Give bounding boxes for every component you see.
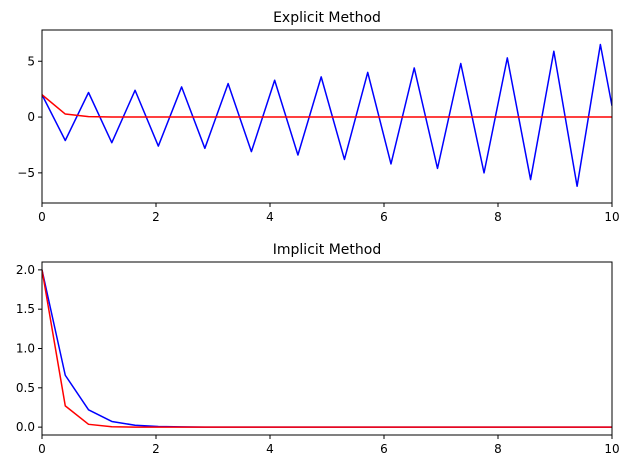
- implicit-x-tick-label: 0: [38, 442, 46, 456]
- explicit-y-tick-label: 5: [27, 54, 35, 68]
- explicit-x-tick-label: 0: [38, 210, 46, 224]
- explicit-y-tick-label: 0: [27, 110, 35, 124]
- explicit-x-tick-label: 4: [266, 210, 274, 224]
- explicit-series-red-line: [42, 94, 612, 118]
- implicit-series-blue-line: [42, 269, 612, 428]
- explicit-y-tick-label: −5: [17, 166, 35, 180]
- implicit-x-tick-label: 6: [380, 442, 388, 456]
- explicit-x-tick-label: 2: [152, 210, 160, 224]
- implicit-x-tick-label: 8: [494, 442, 502, 456]
- implicit-x-tick-label: 10: [604, 442, 619, 456]
- implicit-y-tick-label: 2.0: [16, 263, 35, 277]
- explicit-x-tick-label: 10: [604, 210, 619, 224]
- implicit-y-tick-label: 1.5: [16, 302, 35, 316]
- implicit-series-red-line: [42, 269, 612, 428]
- implicit-y-tick-label: 0.5: [16, 381, 35, 395]
- implicit-y-tick-label: 1.0: [16, 342, 35, 356]
- implicit-x-tick-label: 2: [152, 442, 160, 456]
- explicit-series-blue-line: [42, 43, 612, 188]
- implicit-title: Implicit Method: [273, 242, 381, 258]
- explicit-x-tick-label: 8: [494, 210, 502, 224]
- implicit-y-tick-label: 0.0: [16, 420, 35, 434]
- explicit-axes-frame: [41, 29, 613, 204]
- implicit-x-tick-label: 4: [266, 442, 274, 456]
- implicit-method-subplot: Implicit Method 0 2 4 6 8 10 2.0 1.5 1.0 0.5 0.0: [16, 242, 620, 456]
- explicit-method-subplot: Explicit Method 0 2 4 6 8 10 5 0 −5: [17, 10, 619, 224]
- explicit-x-tick-label: 6: [380, 210, 388, 224]
- implicit-axes-frame: [41, 261, 613, 436]
- explicit-title: Explicit Method: [273, 10, 381, 26]
